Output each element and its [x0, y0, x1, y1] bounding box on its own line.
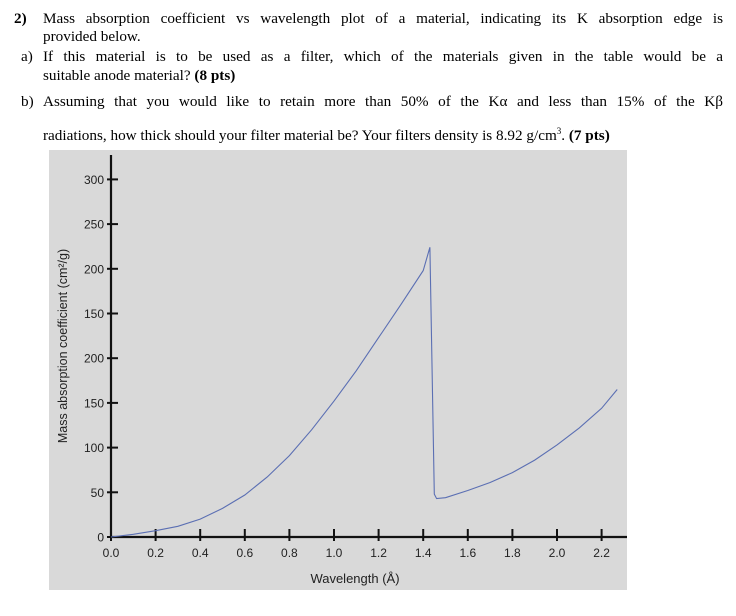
absorption-chart-svg: 300 250 200 150 200 150 100 50 0 0.0 0.2 0.4 0.6 0.8… [49, 150, 627, 590]
plot-background [49, 150, 627, 590]
y-axis: 300 250 200 150 200 150 100 50 0 [84, 155, 118, 545]
part-b-text: radiations, how thick should your filter… [43, 127, 557, 145]
part-b-line-1: Assuming that you would like to retain m… [43, 93, 723, 110]
x-tick-label: 1.8 [504, 546, 521, 560]
x-tick-label: 1.2 [370, 546, 387, 560]
part-a-label: a) [21, 48, 33, 65]
absorption-curve [110, 247, 618, 538]
absorption-chart: 300 250 200 150 200 150 100 50 0 0.0 0.2 0.4 0.6 0.8… [49, 150, 627, 590]
y-tick-label: 300 [84, 173, 104, 187]
y-tick-label: 150 [84, 396, 104, 410]
y-tick-label: 0 [97, 531, 104, 545]
x-tick-label: 0.8 [281, 546, 298, 560]
part-a-line-1: If this material is to be used as a filt… [43, 48, 723, 65]
x-tick-label: 1.0 [326, 546, 343, 560]
y-tick-label: 250 [84, 218, 104, 232]
x-tick-label: 0.0 [103, 546, 120, 560]
question-line-2: provided below. [43, 28, 141, 45]
y-axis-label: Mass absorption coefficient (cm²/g) [56, 249, 70, 443]
x-tick-label: 2.2 [593, 546, 610, 560]
part-a-points: (8 pts) [194, 67, 236, 84]
x-tick-label: 1.6 [459, 546, 476, 560]
x-tick-label: 0.6 [236, 546, 253, 560]
y-tick-label: 100 [84, 441, 104, 455]
x-tick-label: 0.4 [192, 546, 209, 560]
x-axis-label: Wavelength (Å) [310, 571, 399, 586]
x-tick-label: 1.4 [415, 546, 432, 560]
part-b-points: (7 pts) [568, 127, 610, 145]
x-tick-label: 2.0 [549, 546, 566, 560]
y-tick-label: 150 [84, 307, 104, 321]
part-b-superscript: 3 [556, 126, 562, 136]
part-b-line-2: radiations, how thick should your filter… [43, 122, 610, 145]
part-a-line-2: suitable anode material? (8 pts) [43, 67, 235, 85]
part-a-text: suitable anode material? [43, 67, 191, 84]
x-tick-label: 0.2 [147, 546, 164, 560]
x-axis: 0.0 0.2 0.4 0.6 0.8 1.0 1.2 1.4 1.6 1.8 2.0 2.2 [103, 529, 627, 560]
question-line-1: Mass absorption coefficient vs wavelengt… [43, 10, 723, 27]
y-tick-label: 50 [91, 486, 105, 500]
part-b-label: b) [21, 93, 34, 110]
y-tick-label: 200 [84, 352, 104, 366]
part-b-period: . [561, 127, 566, 145]
y-tick-label: 200 [84, 262, 104, 276]
question-number: 2) [14, 10, 27, 27]
